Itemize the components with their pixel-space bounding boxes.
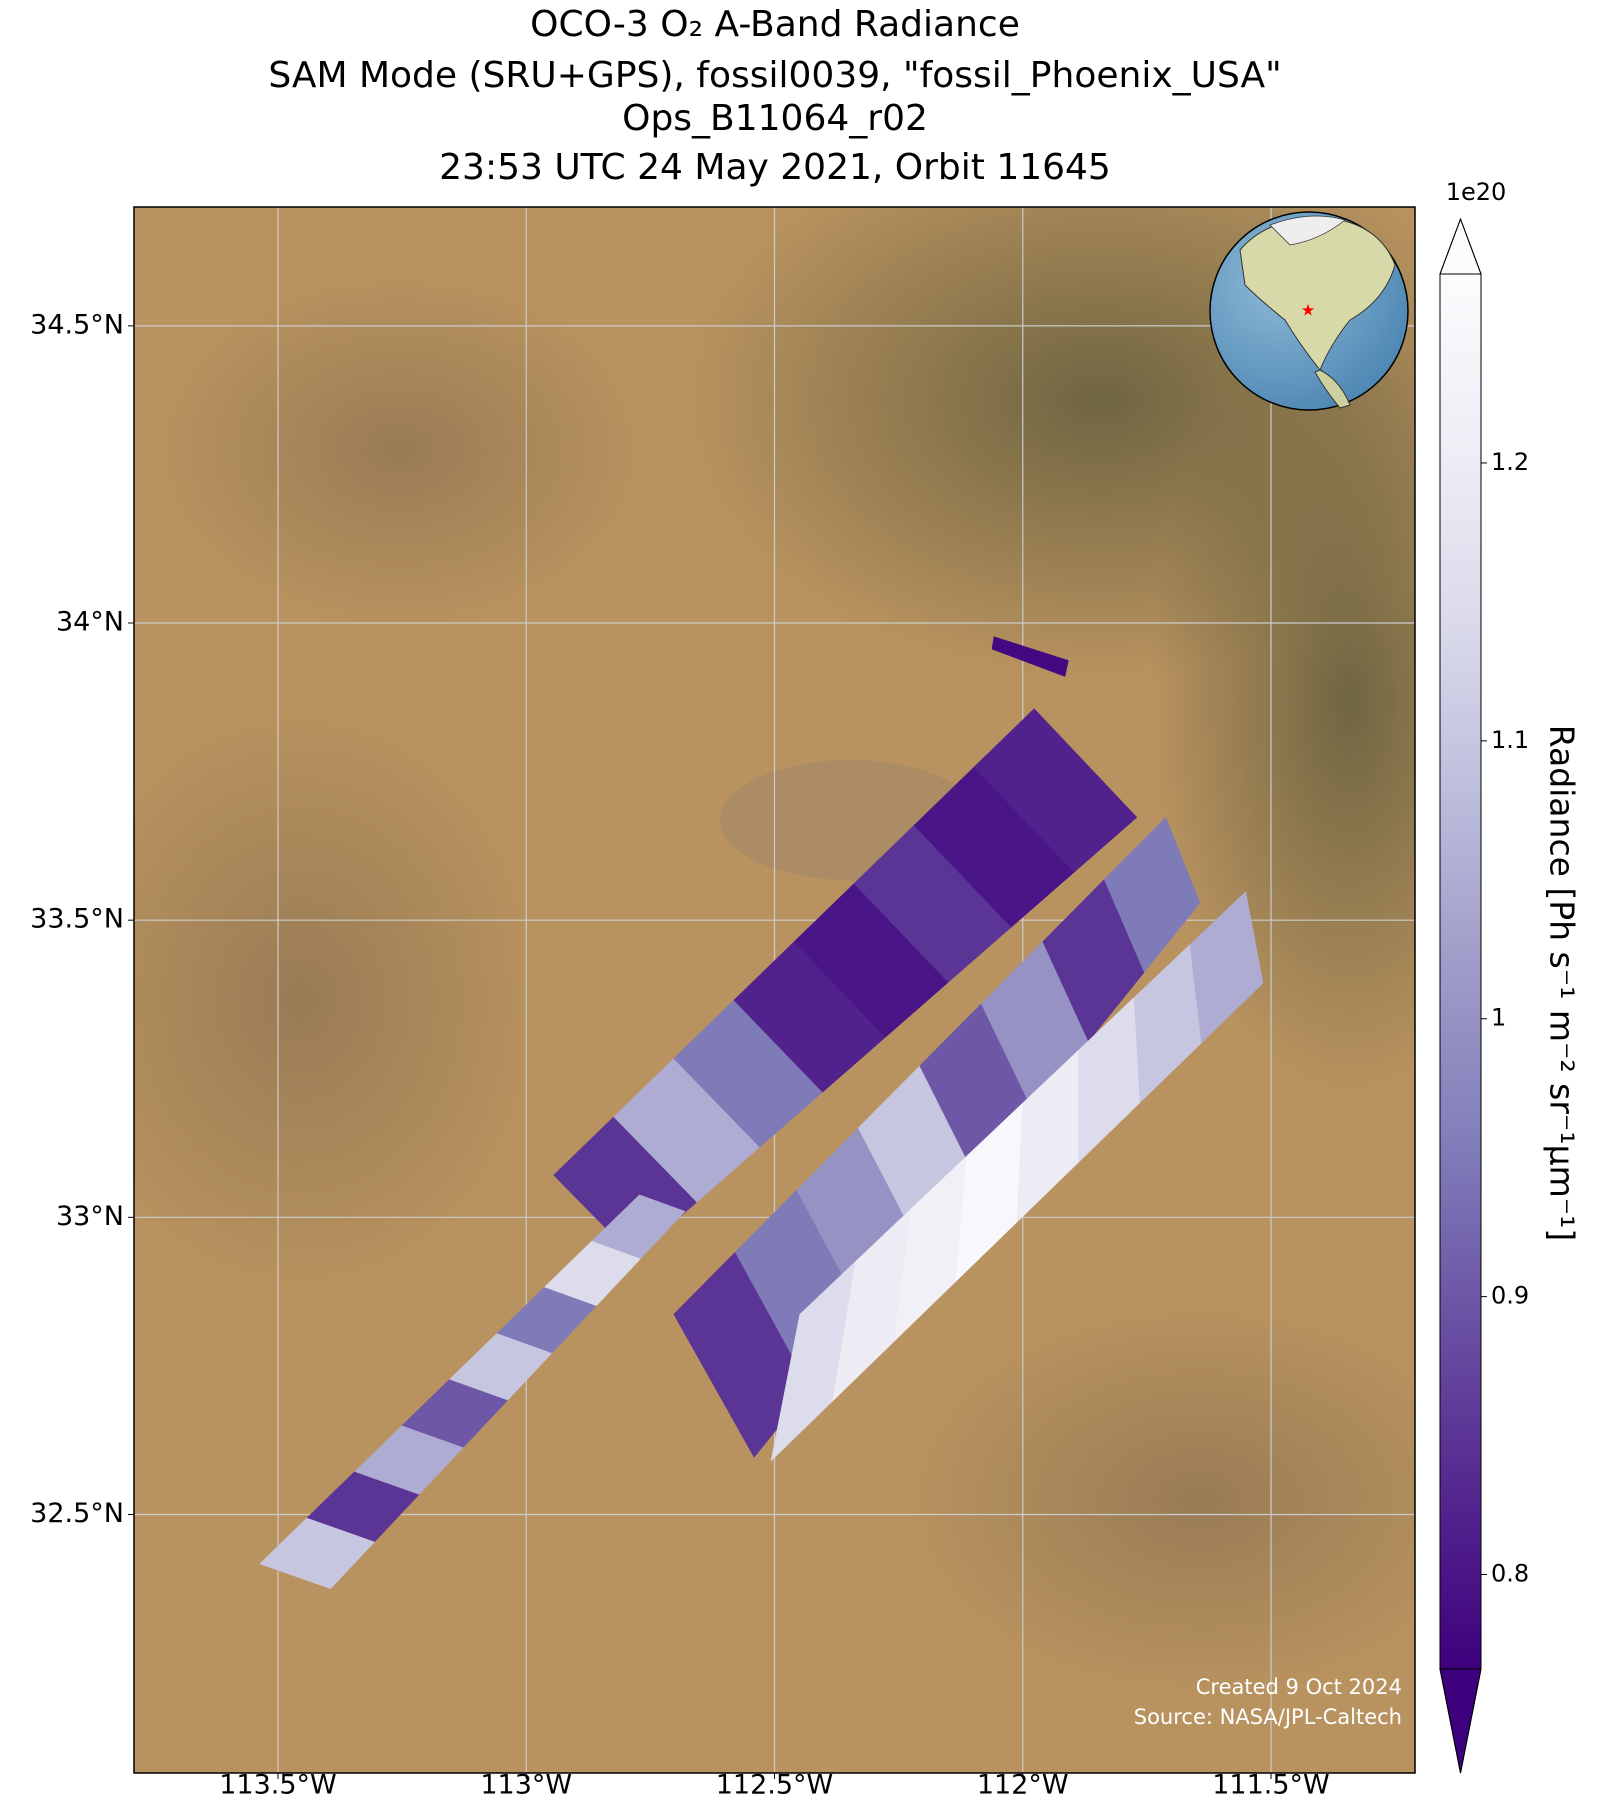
colorbar-outline [1439,218,1482,1774]
x-tick-label: 113.5°W [219,1770,337,1797]
radiance-cell [1189,891,1264,1044]
credit: Created 9 Oct 2024 [1196,1675,1402,1699]
title-line: SAM Mode (SRU+GPS), fossil0039, "fossil_… [268,55,1281,96]
y-tick-label: 33.5°N [30,904,124,935]
colorbar-tick-label: 0.9 [1491,1282,1529,1310]
y-tick-label: 34°N [56,607,124,638]
title-line: 23:53 UTC 24 May 2021, Orbit 11645 [439,147,1111,188]
y-tick-label: 32.5°N [30,1498,124,1529]
radiance-cell [1103,816,1201,973]
title-block: OCO-3 O₂ A-Band Radiance SAM Mode (SRU+GP… [268,4,1281,188]
globe-inset: ★ [1209,211,1409,411]
ranges [134,700,550,1300]
colorbar-offset: 1e20 [1446,178,1507,206]
continent [1314,369,1351,409]
colorbar-tick-label: 0.8 [1491,1560,1529,1588]
x-tick-label: 111.5°W [1212,1770,1330,1797]
radiance-cell [591,1194,686,1259]
ice [1269,215,1346,246]
colorbar-body [1440,274,1481,1669]
radiance-cell [973,708,1138,873]
colorbar-extend-min [1439,1668,1482,1774]
y-tick-label: 34.5°N [30,309,124,340]
colorbar-tick-label: 1.1 [1491,726,1529,754]
swaths [259,636,1264,1590]
title-line: Ops_B11064_r02 [622,98,928,139]
globe-star: ★ [1301,301,1315,320]
ranges [900,1300,1415,1700]
credit: Source: NASA/JPL-Caltech [1134,1705,1402,1729]
radiance-cell [991,636,1069,677]
colorbar-tick-label: 1 [1491,1004,1506,1032]
ranges [150,270,650,630]
y-tick-label: 33°N [56,1201,124,1232]
x-tick-label: 112°W [977,1770,1069,1797]
x-tick-label: 113°W [480,1770,572,1797]
title-line: OCO-3 O₂ A-Band Radiance [530,4,1020,45]
x-tick-label: 112.5°W [716,1770,834,1797]
colorbar-label: Radiance [Ph s⁻¹ m⁻² sr⁻¹μm⁻¹] [1543,725,1582,1241]
colorbar-tick-label: 1.2 [1491,448,1529,476]
colorbar: 0.8 0.9 1 1.1 1.2 1e20 Radiance [Ph s⁻¹ m⁻² sr… [1439,178,1582,1774]
colorbar-extend-max [1439,217,1482,275]
highlands [1150,300,1415,1100]
